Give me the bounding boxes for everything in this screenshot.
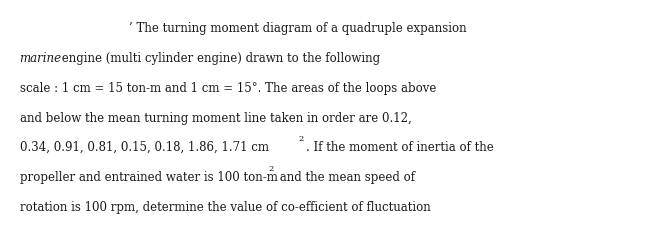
Text: rotation is 100 rpm, determine the value of co-efficient of fluctuation: rotation is 100 rpm, determine the value… (20, 201, 430, 214)
Text: ’ The turning moment diagram of a quadruple expansion: ’ The turning moment diagram of a quadru… (129, 22, 467, 35)
Text: 2: 2 (298, 135, 303, 143)
Text: and the mean speed of: and the mean speed of (276, 171, 415, 184)
Text: scale : 1 cm = 15 ton-m and 1 cm = 15°. The areas of the loops above: scale : 1 cm = 15 ton-m and 1 cm = 15°. … (20, 82, 436, 95)
Text: propeller and entrained water is 100 ton-m: propeller and entrained water is 100 ton… (20, 171, 278, 184)
Text: marine: marine (20, 52, 62, 65)
Text: 2: 2 (269, 165, 274, 173)
Text: and below the mean turning moment line taken in order are 0.12,: and below the mean turning moment line t… (20, 111, 411, 124)
Text: 0.34, 0.91, 0.81, 0.15, 0.18, 1.86, 1.71 cm: 0.34, 0.91, 0.81, 0.15, 0.18, 1.86, 1.71… (20, 141, 269, 154)
Text: engine (multi cylinder engine) drawn to the following: engine (multi cylinder engine) drawn to … (59, 52, 381, 65)
Text: . If the moment of inertia of the: . If the moment of inertia of the (306, 141, 494, 154)
